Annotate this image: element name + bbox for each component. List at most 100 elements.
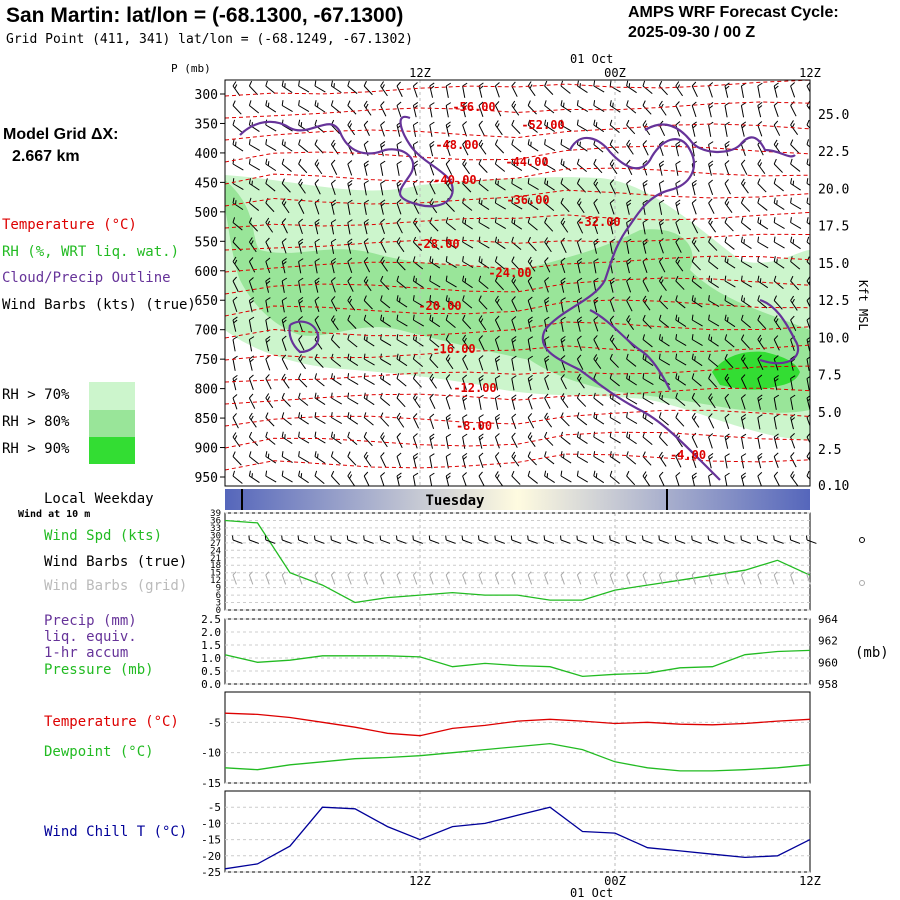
wind-barb [248, 257, 256, 273]
surface-wind-barb-grid [708, 571, 713, 585]
wind-barb [675, 275, 685, 290]
wind-barb [462, 217, 473, 230]
wind-barb [281, 198, 290, 214]
wind-barb [511, 432, 518, 448]
wind-barb [773, 82, 779, 98]
pressure-tick-label: 650 [195, 294, 218, 309]
wind-barb [609, 431, 621, 444]
wind-barb [396, 81, 403, 97]
wind-barb [593, 100, 605, 113]
wind-barb [724, 314, 736, 328]
height-tick-label: 12.5 [818, 294, 849, 309]
precip-tick: 2.5 [201, 613, 221, 626]
wind-barb [626, 257, 632, 274]
wind-barb [396, 101, 402, 118]
wind-barb [462, 374, 468, 391]
wind-barb [232, 139, 244, 152]
wind-barb [544, 451, 555, 465]
wind-barb [724, 236, 735, 250]
surface-wind-barb-grid [740, 571, 746, 585]
windchill-tick: -20 [201, 850, 221, 863]
wind-barb [806, 236, 810, 251]
wind-barb [740, 82, 747, 98]
wind-barb [576, 80, 588, 93]
wind-panel-frame [224, 512, 811, 611]
surface-wind-barb-grid [330, 571, 336, 585]
wind-barb [462, 82, 468, 98]
wind-barb [347, 100, 357, 115]
wind-barb [298, 451, 310, 464]
wind-barb [494, 355, 501, 371]
wind-barb [462, 354, 469, 371]
wind-barb [298, 80, 310, 93]
wind-barb [298, 470, 309, 484]
temperature-contours [225, 80, 810, 471]
wind-barb [806, 139, 810, 153]
wind-barb [740, 334, 750, 349]
wind-barb [724, 160, 730, 176]
wind-barb [642, 100, 652, 115]
wind-barb [445, 217, 456, 231]
wind-barb [691, 179, 697, 196]
surface-wind-barb-grid [380, 571, 385, 585]
wind-barb [806, 470, 810, 485]
wind-barb [445, 275, 457, 288]
wind-barb [773, 101, 779, 117]
rh90-region [712, 351, 800, 390]
wind-barb [675, 452, 682, 468]
precip-tick: 0.0 [201, 678, 221, 691]
wind-barb [429, 314, 441, 328]
wind-barb [642, 219, 648, 235]
wind-barb [576, 316, 583, 332]
wind-barb [560, 451, 572, 464]
wind-barb [281, 316, 287, 332]
wind-barb [462, 256, 474, 269]
wind-barb [708, 102, 714, 118]
wind-barb [658, 392, 670, 406]
height-tick-label: 2.5 [818, 443, 841, 458]
wind-barb [330, 100, 342, 114]
wind-barb [314, 451, 326, 464]
wind-barb [790, 120, 799, 136]
pressure-tick: 962 [818, 635, 838, 648]
wind-barb [560, 217, 569, 233]
wind-barb [790, 275, 800, 291]
wind-barb [642, 451, 652, 466]
wind-barb [576, 354, 584, 370]
wind-barb [330, 431, 342, 445]
wind-barb [527, 276, 534, 293]
surface-wind-barb-grid [429, 571, 434, 585]
local-weekday-label: Local Weekday [44, 491, 154, 507]
height-tick-label: 22.5 [818, 145, 849, 160]
pressure-tick-label: 800 [195, 383, 218, 398]
wind-barb [380, 412, 390, 427]
wind-barb [511, 197, 523, 210]
wind-barb [494, 101, 502, 117]
pressure-tick-label: 900 [195, 442, 218, 457]
wind-barb [380, 160, 386, 176]
wind-barb [248, 412, 257, 428]
wind-barb [478, 120, 485, 136]
wind-barb [773, 471, 781, 486]
wind-barb [773, 158, 783, 173]
wind-barb [429, 453, 435, 469]
wind-barb [232, 100, 242, 115]
wind-barb [494, 275, 504, 291]
wind-barb [527, 197, 539, 211]
wind-barb [494, 217, 506, 230]
wind-barb [576, 392, 587, 407]
wind-barb [691, 373, 702, 387]
wind-barb [609, 80, 621, 93]
bottom-time-tick: 12Z [409, 874, 431, 888]
wind-barb [298, 296, 304, 313]
wind-barb [330, 179, 336, 196]
wind-barb [724, 82, 730, 98]
wind-barb [478, 295, 488, 310]
wind-barb [658, 218, 665, 235]
wind-barb [494, 120, 503, 136]
wind-barb [314, 277, 320, 293]
wind-barb [708, 334, 719, 347]
wind-barb [265, 355, 271, 371]
wind-barb [740, 159, 748, 175]
